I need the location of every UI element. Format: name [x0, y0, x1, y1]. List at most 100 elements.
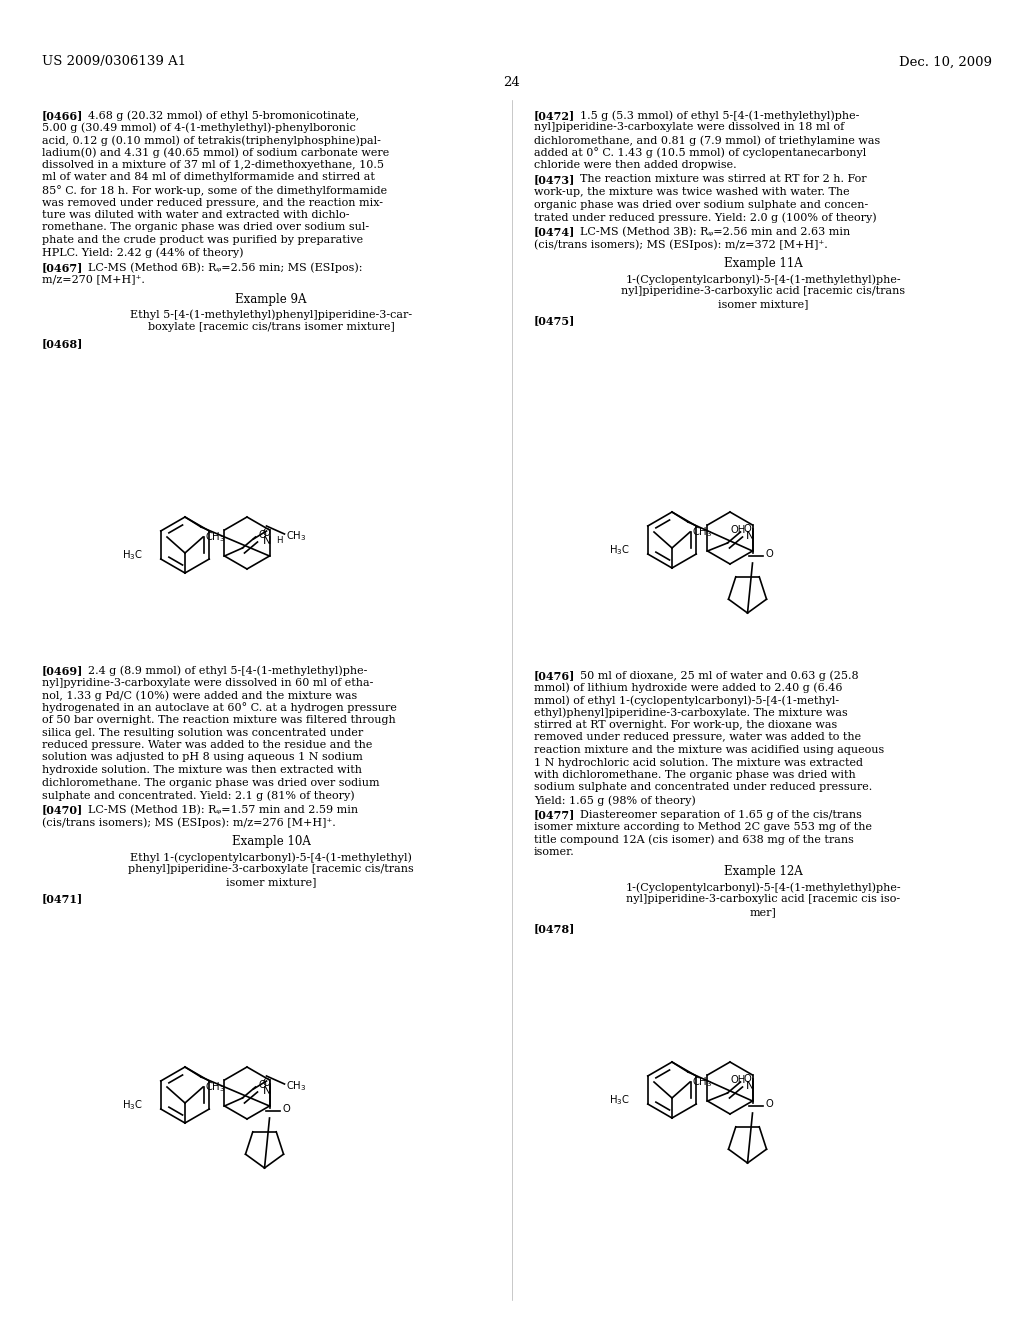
Text: LC-MS (Method 1B): Rᵩ=1.57 min and 2.59 min: LC-MS (Method 1B): Rᵩ=1.57 min and 2.59 …	[88, 804, 358, 814]
Text: 5.00 g (30.49 mmol) of 4-(1-methylethyl)-phenylboronic: 5.00 g (30.49 mmol) of 4-(1-methylethyl)…	[42, 123, 356, 133]
Text: O: O	[258, 1080, 266, 1090]
Text: US 2009/0306139 A1: US 2009/0306139 A1	[42, 55, 186, 69]
Text: nyl]piperidine-3-carboxylate were dissolved in 18 ml of: nyl]piperidine-3-carboxylate were dissol…	[534, 123, 844, 132]
Text: HPLC. Yield: 2.42 g (44% of theory): HPLC. Yield: 2.42 g (44% of theory)	[42, 248, 244, 259]
Text: 1.5 g (5.3 mmol) of ethyl 5-[4-(1-methylethyl)phe-: 1.5 g (5.3 mmol) of ethyl 5-[4-(1-methyl…	[580, 110, 859, 120]
Text: OH: OH	[730, 1074, 745, 1085]
Text: O: O	[262, 528, 270, 539]
Text: Ethyl 1-(cyclopentylcarbonyl)-5-[4-(1-methylethyl): Ethyl 1-(cyclopentylcarbonyl)-5-[4-(1-me…	[130, 851, 412, 862]
Text: solution was adjusted to pH 8 using aqueous 1 N sodium: solution was adjusted to pH 8 using aque…	[42, 752, 362, 763]
Text: hydrogenated in an autoclave at 60° C. at a hydrogen pressure: hydrogenated in an autoclave at 60° C. a…	[42, 702, 397, 713]
Text: H$_3$C: H$_3$C	[122, 1098, 143, 1111]
Text: mmol) of ethyl 1-(cyclopentylcarbonyl)-5-[4-(1-methyl-: mmol) of ethyl 1-(cyclopentylcarbonyl)-5…	[534, 696, 839, 706]
Text: added at 0° C. 1.43 g (10.5 mmol) of cyclopentanecarbonyl: added at 0° C. 1.43 g (10.5 mmol) of cyc…	[534, 148, 866, 158]
Text: phenyl]piperidine-3-carboxylate [racemic cis/trans: phenyl]piperidine-3-carboxylate [racemic…	[128, 865, 414, 874]
Text: Example 10A: Example 10A	[231, 836, 310, 849]
Text: Example 11A: Example 11A	[724, 257, 803, 271]
Text: LC-MS (Method 3B): Rᵩ=2.56 min and 2.63 min: LC-MS (Method 3B): Rᵩ=2.56 min and 2.63 …	[580, 227, 850, 236]
Text: 2.4 g (8.9 mmol) of ethyl 5-[4-(1-methylethyl)phe-: 2.4 g (8.9 mmol) of ethyl 5-[4-(1-methyl…	[88, 665, 368, 676]
Text: [0471]: [0471]	[42, 894, 83, 904]
Text: isomer.: isomer.	[534, 847, 574, 857]
Text: ladium(0) and 4.31 g (40.65 mmol) of sodium carbonate were: ladium(0) and 4.31 g (40.65 mmol) of sod…	[42, 148, 389, 158]
Text: LC-MS (Method 6B): Rᵩ=2.56 min; MS (ESIpos):: LC-MS (Method 6B): Rᵩ=2.56 min; MS (ESIp…	[88, 261, 362, 272]
Text: sodium sulphate and concentrated under reduced pressure.: sodium sulphate and concentrated under r…	[534, 783, 872, 792]
Text: [0476]: [0476]	[534, 671, 575, 681]
Text: [0473]: [0473]	[534, 174, 575, 186]
Text: dichloromethane. The organic phase was dried over sodium: dichloromethane. The organic phase was d…	[42, 777, 380, 788]
Text: O: O	[283, 1104, 290, 1114]
Text: CH$_3$: CH$_3$	[287, 1080, 307, 1093]
Text: isomer mixture]: isomer mixture]	[225, 876, 316, 887]
Text: [0466]: [0466]	[42, 110, 83, 121]
Text: nyl]piperidine-3-carboxylic acid [racemic cis/trans: nyl]piperidine-3-carboxylic acid [racemi…	[621, 286, 905, 297]
Text: CH$_3$: CH$_3$	[692, 1074, 713, 1089]
Text: 1 N hydrochloric acid solution. The mixture was extracted: 1 N hydrochloric acid solution. The mixt…	[534, 758, 863, 767]
Text: phate and the crude product was purified by preparative: phate and the crude product was purified…	[42, 235, 364, 246]
Text: reduced pressure. Water was added to the residue and the: reduced pressure. Water was added to the…	[42, 741, 373, 750]
Text: isomer mixture]: isomer mixture]	[718, 300, 808, 309]
Text: boxylate [racemic cis/trans isomer mixture]: boxylate [racemic cis/trans isomer mixtu…	[147, 322, 394, 333]
Text: CH$_3$: CH$_3$	[287, 529, 307, 543]
Text: O: O	[766, 549, 773, 558]
Text: nyl]piperidine-3-carboxylic acid [racemic cis iso-: nyl]piperidine-3-carboxylic acid [racemi…	[626, 895, 900, 904]
Text: [0478]: [0478]	[534, 924, 575, 935]
Text: mer]: mer]	[750, 907, 776, 917]
Text: [0472]: [0472]	[534, 110, 575, 121]
Text: 1-(Cyclopentylcarbonyl)-5-[4-(1-methylethyl)phe-: 1-(Cyclopentylcarbonyl)-5-[4-(1-methylet…	[626, 275, 901, 285]
Text: reaction mixture and the mixture was acidified using aqueous: reaction mixture and the mixture was aci…	[534, 744, 885, 755]
Text: O: O	[262, 1078, 270, 1088]
Text: Yield: 1.65 g (98% of theory): Yield: 1.65 g (98% of theory)	[534, 795, 695, 805]
Text: was removed under reduced pressure, and the reaction mix-: was removed under reduced pressure, and …	[42, 198, 383, 207]
Text: title compound 12A (cis isomer) and 638 mg of the trans: title compound 12A (cis isomer) and 638 …	[534, 834, 854, 845]
Text: removed under reduced pressure, water was added to the: removed under reduced pressure, water wa…	[534, 733, 861, 742]
Text: acid, 0.12 g (0.10 mmol) of tetrakis(triphenylphosphine)pal-: acid, 0.12 g (0.10 mmol) of tetrakis(tri…	[42, 135, 381, 145]
Text: [0470]: [0470]	[42, 804, 83, 816]
Text: [0475]: [0475]	[534, 315, 575, 326]
Text: OH: OH	[730, 525, 745, 535]
Text: CH$_3$: CH$_3$	[692, 525, 713, 539]
Text: mmol) of lithium hydroxide were added to 2.40 g (6.46: mmol) of lithium hydroxide were added to…	[534, 682, 843, 693]
Text: 85° C. for 18 h. For work-up, some of the dimethylformamide: 85° C. for 18 h. For work-up, some of th…	[42, 185, 387, 195]
Text: stirred at RT overnight. For work-up, the dioxane was: stirred at RT overnight. For work-up, th…	[534, 719, 838, 730]
Text: romethane. The organic phase was dried over sodium sul-: romethane. The organic phase was dried o…	[42, 223, 369, 232]
Text: silica gel. The resulting solution was concentrated under: silica gel. The resulting solution was c…	[42, 727, 364, 738]
Text: N: N	[746, 1081, 755, 1092]
Text: H$_3$C: H$_3$C	[122, 548, 143, 562]
Text: ml of water and 84 ml of dimethylformamide and stirred at: ml of water and 84 ml of dimethylformami…	[42, 173, 375, 182]
Text: 4.68 g (20.32 mmol) of ethyl 5-bromonicotinate,: 4.68 g (20.32 mmol) of ethyl 5-bromonico…	[88, 110, 359, 120]
Text: 24: 24	[504, 75, 520, 88]
Text: Example 12A: Example 12A	[724, 866, 803, 879]
Text: dissolved in a mixture of 37 ml of 1,2-dimethoxyethane, 10.5: dissolved in a mixture of 37 ml of 1,2-d…	[42, 160, 384, 170]
Text: chloride were then added dropwise.: chloride were then added dropwise.	[534, 160, 736, 170]
Text: [0474]: [0474]	[534, 227, 575, 238]
Text: ture was diluted with water and extracted with dichlo-: ture was diluted with water and extracte…	[42, 210, 349, 220]
Text: O: O	[743, 524, 752, 535]
Text: [0477]: [0477]	[534, 809, 575, 821]
Text: N: N	[263, 1086, 271, 1096]
Text: nyl]pyridine-3-carboxylate were dissolved in 60 ml of etha-: nyl]pyridine-3-carboxylate were dissolve…	[42, 677, 374, 688]
Text: The reaction mixture was stirred at RT for 2 h. For: The reaction mixture was stirred at RT f…	[580, 174, 866, 185]
Text: Example 9A: Example 9A	[236, 293, 307, 306]
Text: dichloromethane, and 0.81 g (7.9 mmol) of triethylamine was: dichloromethane, and 0.81 g (7.9 mmol) o…	[534, 135, 881, 145]
Text: isomer mixture according to Method 2C gave 553 mg of the: isomer mixture according to Method 2C ga…	[534, 822, 872, 832]
Text: Dec. 10, 2009: Dec. 10, 2009	[899, 55, 992, 69]
Text: m/z=270 [M+H]⁺.: m/z=270 [M+H]⁺.	[42, 275, 144, 285]
Text: O: O	[743, 1074, 752, 1084]
Text: nol, 1.33 g Pd/C (10%) were added and the mixture was: nol, 1.33 g Pd/C (10%) were added and th…	[42, 690, 357, 701]
Text: ethyl)phenyl]piperidine-3-carboxylate. The mixture was: ethyl)phenyl]piperidine-3-carboxylate. T…	[534, 708, 848, 718]
Text: O: O	[766, 1100, 773, 1109]
Text: trated under reduced pressure. Yield: 2.0 g (100% of theory): trated under reduced pressure. Yield: 2.…	[534, 213, 877, 223]
Text: [0468]: [0468]	[42, 338, 83, 350]
Text: of 50 bar overnight. The reaction mixture was filtered through: of 50 bar overnight. The reaction mixtur…	[42, 715, 395, 725]
Text: 50 ml of dioxane, 25 ml of water and 0.63 g (25.8: 50 ml of dioxane, 25 ml of water and 0.6…	[580, 671, 859, 681]
Text: H: H	[276, 536, 283, 545]
Text: H$_3$C: H$_3$C	[609, 543, 630, 557]
Text: organic phase was dried over sodium sulphate and concen-: organic phase was dried over sodium sulp…	[534, 199, 868, 210]
Text: hydroxide solution. The mixture was then extracted with: hydroxide solution. The mixture was then…	[42, 766, 362, 775]
Text: Diastereomer separation of 1.65 g of the cis/trans: Diastereomer separation of 1.65 g of the…	[580, 809, 862, 820]
Text: with dichloromethane. The organic phase was dried with: with dichloromethane. The organic phase …	[534, 770, 856, 780]
Text: [0467]: [0467]	[42, 261, 83, 273]
Text: (cis/trans isomers); MS (ESIpos): m/z=372 [M+H]⁺.: (cis/trans isomers); MS (ESIpos): m/z=37…	[534, 239, 827, 249]
Text: CH$_3$: CH$_3$	[205, 1080, 225, 1094]
Text: Ethyl 5-[4-(1-methylethyl)phenyl]piperidine-3-car-: Ethyl 5-[4-(1-methylethyl)phenyl]piperid…	[130, 309, 412, 319]
